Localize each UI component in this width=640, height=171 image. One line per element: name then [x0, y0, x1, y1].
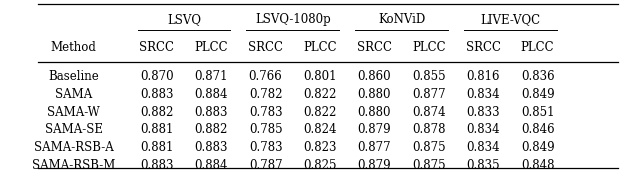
Text: 0.849: 0.849 — [521, 141, 554, 154]
Text: 0.875: 0.875 — [412, 159, 445, 171]
Text: 0.848: 0.848 — [521, 159, 554, 171]
Text: 0.816: 0.816 — [467, 70, 500, 83]
Text: 0.851: 0.851 — [521, 106, 554, 119]
Text: 0.883: 0.883 — [140, 88, 173, 101]
Text: 0.884: 0.884 — [195, 88, 228, 101]
Text: 0.833: 0.833 — [467, 106, 500, 119]
Text: 0.881: 0.881 — [140, 123, 173, 136]
Text: 0.846: 0.846 — [521, 123, 554, 136]
Text: 0.836: 0.836 — [521, 70, 554, 83]
Text: 0.849: 0.849 — [521, 88, 554, 101]
Text: 0.870: 0.870 — [140, 70, 173, 83]
Text: 0.822: 0.822 — [303, 106, 337, 119]
Text: Baseline: Baseline — [48, 70, 99, 83]
Text: SAMA-RSB-M: SAMA-RSB-M — [32, 159, 115, 171]
Text: PLCC: PLCC — [195, 41, 228, 54]
Text: 0.860: 0.860 — [358, 70, 391, 83]
Text: SAMA-W: SAMA-W — [47, 106, 100, 119]
Text: 0.881: 0.881 — [140, 141, 173, 154]
Text: 0.883: 0.883 — [140, 159, 173, 171]
Text: 0.879: 0.879 — [358, 159, 391, 171]
Text: 0.834: 0.834 — [467, 141, 500, 154]
Text: 0.877: 0.877 — [358, 141, 391, 154]
Text: 0.877: 0.877 — [412, 88, 445, 101]
Text: 0.883: 0.883 — [195, 106, 228, 119]
Text: SAMA: SAMA — [55, 88, 92, 101]
Text: 0.878: 0.878 — [412, 123, 445, 136]
Text: 0.882: 0.882 — [195, 123, 228, 136]
Text: SRCC: SRCC — [357, 41, 392, 54]
Text: SAMA-SE: SAMA-SE — [45, 123, 102, 136]
Text: KoNViD: KoNViD — [378, 13, 425, 26]
Text: Method: Method — [51, 41, 97, 54]
Text: 0.801: 0.801 — [303, 70, 337, 83]
Text: 0.875: 0.875 — [412, 141, 445, 154]
Text: 0.834: 0.834 — [467, 88, 500, 101]
Text: 0.766: 0.766 — [249, 70, 282, 83]
Text: 0.823: 0.823 — [303, 141, 337, 154]
Text: SRCC: SRCC — [248, 41, 283, 54]
Text: PLCC: PLCC — [412, 41, 445, 54]
Text: 0.883: 0.883 — [195, 141, 228, 154]
Text: 0.783: 0.783 — [249, 106, 282, 119]
Text: 0.880: 0.880 — [358, 106, 391, 119]
Text: SAMA-RSB-A: SAMA-RSB-A — [34, 141, 113, 154]
Text: 0.884: 0.884 — [195, 159, 228, 171]
Text: LIVE-VQC: LIVE-VQC — [481, 13, 540, 26]
Text: PLCC: PLCC — [303, 41, 337, 54]
Text: 0.874: 0.874 — [412, 106, 445, 119]
Text: 0.834: 0.834 — [467, 123, 500, 136]
Text: 0.880: 0.880 — [358, 88, 391, 101]
Text: 0.787: 0.787 — [249, 159, 282, 171]
Text: 0.824: 0.824 — [303, 123, 337, 136]
Text: 0.855: 0.855 — [412, 70, 445, 83]
Text: 0.879: 0.879 — [358, 123, 391, 136]
Text: 0.835: 0.835 — [467, 159, 500, 171]
Text: 0.882: 0.882 — [140, 106, 173, 119]
Text: 0.783: 0.783 — [249, 141, 282, 154]
Text: 0.871: 0.871 — [195, 70, 228, 83]
Text: SRCC: SRCC — [466, 41, 500, 54]
Text: LSVQ: LSVQ — [167, 13, 201, 26]
Text: PLCC: PLCC — [521, 41, 554, 54]
Text: SRCC: SRCC — [140, 41, 174, 54]
Text: 0.822: 0.822 — [303, 88, 337, 101]
Text: 0.785: 0.785 — [249, 123, 282, 136]
Text: 0.825: 0.825 — [303, 159, 337, 171]
Text: 0.782: 0.782 — [249, 88, 282, 101]
Text: LSVQ-1080p: LSVQ-1080p — [255, 13, 331, 26]
